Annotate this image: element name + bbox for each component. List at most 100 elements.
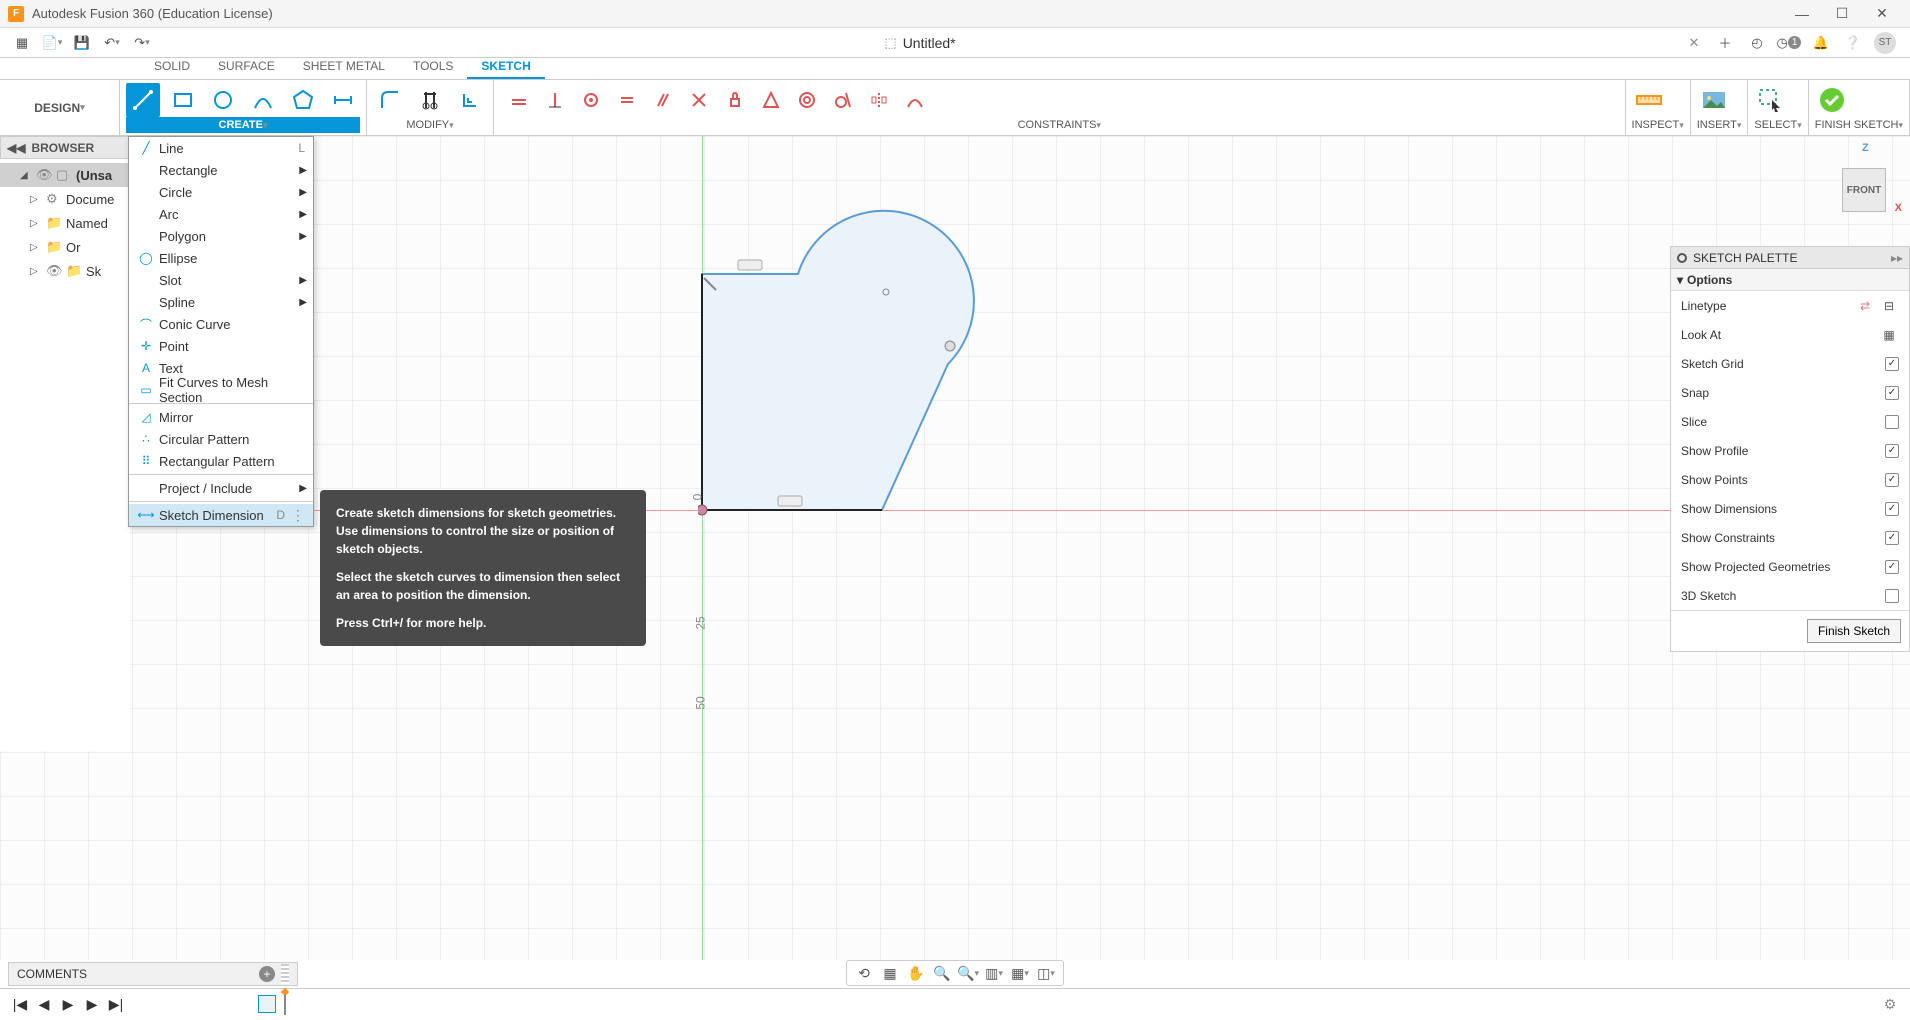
- menu-item-circle[interactable]: Circle▶: [129, 181, 313, 203]
- expand-icon[interactable]: ▷: [30, 218, 42, 229]
- constraints-group-label[interactable]: CONSTRAINTS: [500, 117, 1619, 133]
- timeline-prev-icon[interactable]: ◀: [32, 993, 56, 1017]
- fit-icon[interactable]: 🔍: [955, 961, 981, 985]
- curvature-constraint-icon[interactable]: [902, 83, 928, 117]
- checkbox[interactable]: [1885, 589, 1899, 603]
- user-menu[interactable]: ST: [1870, 30, 1900, 56]
- menu-item-arc[interactable]: Arc▶: [129, 203, 313, 225]
- tab-sketch[interactable]: SKETCH: [467, 55, 544, 79]
- finish-sketch-button[interactable]: Finish Sketch: [1807, 619, 1901, 643]
- timeline-next-icon[interactable]: ▶: [80, 993, 104, 1017]
- timeline-end-icon[interactable]: ▶|: [104, 993, 128, 1017]
- new-design-icon[interactable]: ＋: [1710, 30, 1740, 56]
- menu-item-mirror[interactable]: ◿Mirror: [129, 406, 313, 428]
- checkbox[interactable]: [1885, 473, 1899, 487]
- polygon-tool-icon[interactable]: [286, 83, 320, 117]
- palette-section-options[interactable]: ▾Options: [1671, 269, 1909, 291]
- tree-item[interactable]: ▷ ⚙ Docume: [0, 187, 130, 211]
- menu-item-sketch-dimension[interactable]: ⟷Sketch DimensionD⋮: [129, 504, 313, 526]
- dimension-tool-icon[interactable]: [326, 83, 360, 117]
- expand-icon[interactable]: ▷: [30, 266, 42, 277]
- equal-constraint-icon[interactable]: [614, 83, 640, 117]
- select-group-label[interactable]: SELECT: [1754, 117, 1801, 133]
- select-tool-icon[interactable]: [1754, 83, 1788, 117]
- design-workspace-button[interactable]: DESIGN: [0, 80, 120, 135]
- timeline-start-icon[interactable]: |◀: [8, 993, 32, 1017]
- browser-header[interactable]: ◀◀ BROWSER: [0, 136, 130, 159]
- timeline-track[interactable]: [138, 995, 1868, 1015]
- menu-options-icon[interactable]: ⋮: [291, 507, 305, 524]
- tab-sheetmetal[interactable]: SHEET METAL: [289, 55, 399, 79]
- display-style-icon[interactable]: ▥: [981, 961, 1007, 985]
- midpoint-constraint-icon[interactable]: [758, 83, 784, 117]
- fillet-tool-icon[interactable]: [373, 83, 407, 117]
- job-status-icon[interactable]: ◷1: [1774, 30, 1804, 56]
- notifications-icon[interactable]: 🔔: [1806, 30, 1836, 56]
- menu-item-circular-pattern[interactable]: ∴Circular Pattern: [129, 428, 313, 450]
- add-comment-icon[interactable]: +: [259, 966, 275, 982]
- expand-icon[interactable]: ▷: [30, 242, 42, 253]
- browser-collapse-icon[interactable]: ◀◀: [7, 141, 25, 155]
- save-icon[interactable]: 💾: [68, 30, 96, 56]
- create-group-label[interactable]: CREATE: [126, 117, 360, 133]
- fix-constraint-icon[interactable]: [722, 83, 748, 117]
- concentric-constraint-icon[interactable]: [794, 83, 820, 117]
- palette-expand-icon[interactable]: ▸▸: [1891, 251, 1903, 265]
- menu-item-rectangular-pattern[interactable]: ⠿Rectangular Pattern: [129, 450, 313, 472]
- file-menu-icon[interactable]: 📄: [38, 30, 66, 56]
- measure-tool-icon[interactable]: [1632, 83, 1666, 117]
- zoom-icon[interactable]: 🔍: [929, 961, 955, 985]
- checkbox[interactable]: [1885, 560, 1899, 574]
- insert-group-label[interactable]: INSERT: [1697, 117, 1742, 133]
- pan-icon[interactable]: ✋: [903, 961, 929, 985]
- finish-group-label[interactable]: FINISH SKETCH: [1815, 117, 1903, 133]
- visibility-icon[interactable]: 👁: [36, 167, 52, 183]
- palette-header[interactable]: SKETCH PALETTE ▸▸: [1671, 247, 1909, 269]
- tree-root[interactable]: ◢ 👁 ▢ (Unsa: [0, 163, 130, 187]
- lookat-icon[interactable]: ▦: [877, 961, 903, 985]
- undo-icon[interactable]: ↶: [98, 30, 126, 56]
- sketch-profile[interactable]: [698, 194, 988, 524]
- redo-icon[interactable]: ↷: [128, 30, 156, 56]
- expand-icon[interactable]: ◢: [20, 170, 32, 181]
- insert-image-icon[interactable]: [1697, 83, 1731, 117]
- checkbox[interactable]: [1885, 444, 1899, 458]
- horizontal-constraint-icon[interactable]: [506, 83, 532, 117]
- tab-surface[interactable]: SURFACE: [204, 55, 289, 79]
- data-panel-icon[interactable]: ▦: [8, 30, 36, 56]
- trim-tool-icon[interactable]: [413, 83, 447, 117]
- menu-item-spline[interactable]: Spline▶: [129, 291, 313, 313]
- offset-tool-icon[interactable]: [453, 83, 487, 117]
- menu-item-project-include[interactable]: Project / Include▶: [129, 477, 313, 499]
- checkbox[interactable]: [1885, 502, 1899, 516]
- expand-icon[interactable]: ▷: [30, 194, 42, 205]
- lookat-icon[interactable]: ▦: [1879, 325, 1899, 345]
- menu-item-rectangle[interactable]: Rectangle▶: [129, 159, 313, 181]
- tab-tools[interactable]: TOOLS: [399, 55, 467, 79]
- circle-tool-icon[interactable]: [206, 83, 240, 117]
- tangent-constraint-icon[interactable]: [830, 83, 856, 117]
- tab-solid[interactable]: SOLID: [140, 55, 204, 79]
- rectangle-tool-icon[interactable]: [166, 83, 200, 117]
- menu-item-point[interactable]: ✛Point: [129, 335, 313, 357]
- symmetry-constraint-icon[interactable]: [866, 83, 892, 117]
- timeline-sketch-node[interactable]: [258, 995, 276, 1013]
- checkbox[interactable]: [1885, 415, 1899, 429]
- tree-item[interactable]: ▷ 📁 Or: [0, 235, 130, 259]
- parallel-constraint-icon[interactable]: [650, 83, 676, 117]
- timeline-play-icon[interactable]: ▶: [56, 993, 80, 1017]
- viewcube-face[interactable]: FRONT: [1842, 168, 1886, 212]
- timeline-marker[interactable]: [278, 989, 292, 1017]
- finish-sketch-icon[interactable]: [1815, 83, 1849, 117]
- line-tool-icon[interactable]: [126, 83, 160, 117]
- tree-item[interactable]: ▷ 👁 📁 Sk: [0, 259, 130, 283]
- maximize-button[interactable]: ☐: [1822, 0, 1862, 28]
- menu-item-line[interactable]: ╱LineL: [129, 137, 313, 159]
- checkbox[interactable]: [1885, 531, 1899, 545]
- linetype-toggle-icon[interactable]: ⇄: [1855, 296, 1875, 316]
- arc-tool-icon[interactable]: [246, 83, 280, 117]
- linetype-construction-icon[interactable]: ⊟: [1879, 296, 1899, 316]
- checkbox[interactable]: [1885, 386, 1899, 400]
- viewport-icon[interactable]: ◫: [1033, 961, 1059, 985]
- menu-item-slot[interactable]: Slot▶: [129, 269, 313, 291]
